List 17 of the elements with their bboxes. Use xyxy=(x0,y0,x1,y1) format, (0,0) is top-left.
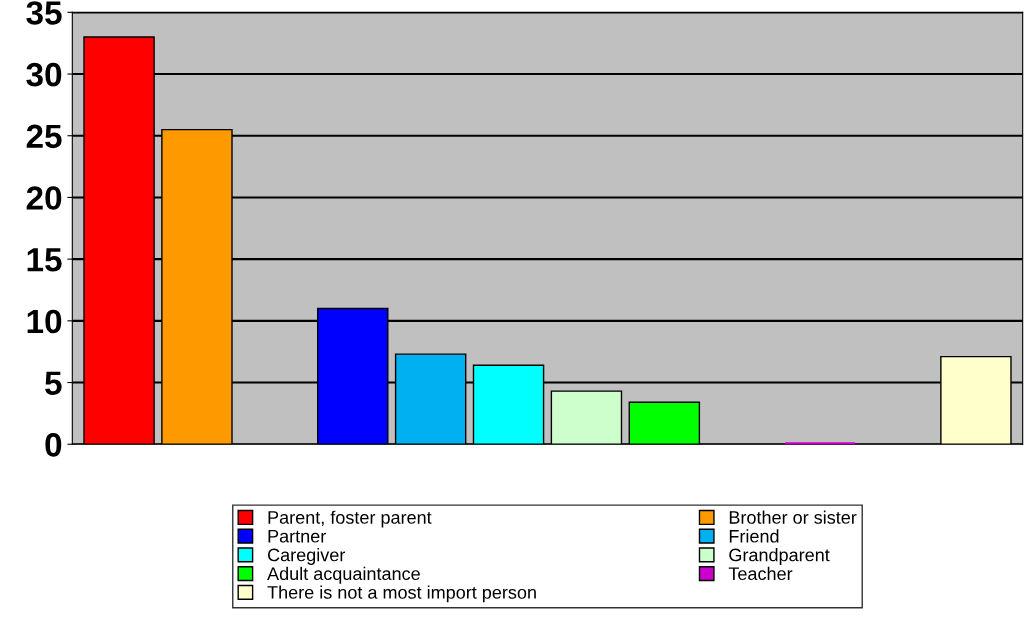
legend-label: Teacher xyxy=(728,566,793,581)
legend-label: There is not a most import person xyxy=(267,585,536,603)
legend-label: Friend xyxy=(729,529,779,543)
y-tick-label: 35 xyxy=(26,1,62,25)
y-tick-label: 15 xyxy=(27,248,62,272)
legend-label: Adult acquaintance xyxy=(267,566,420,584)
y-tick-label: 10 xyxy=(27,309,62,334)
y-tick-label: 0 xyxy=(45,433,62,457)
y-tick-label: 30 xyxy=(26,62,62,87)
y-tick-label: 25 xyxy=(26,124,62,149)
y-tick-label: 5 xyxy=(45,371,62,395)
legend-label: Caregiver xyxy=(267,548,346,565)
legend-label: Grandparent xyxy=(729,548,830,565)
y-tick-label: 20 xyxy=(26,186,62,210)
legend-label: Parent, foster parent xyxy=(268,510,432,528)
legend-label: Partner xyxy=(268,530,326,543)
legend-label: Brother or sister xyxy=(729,510,857,524)
